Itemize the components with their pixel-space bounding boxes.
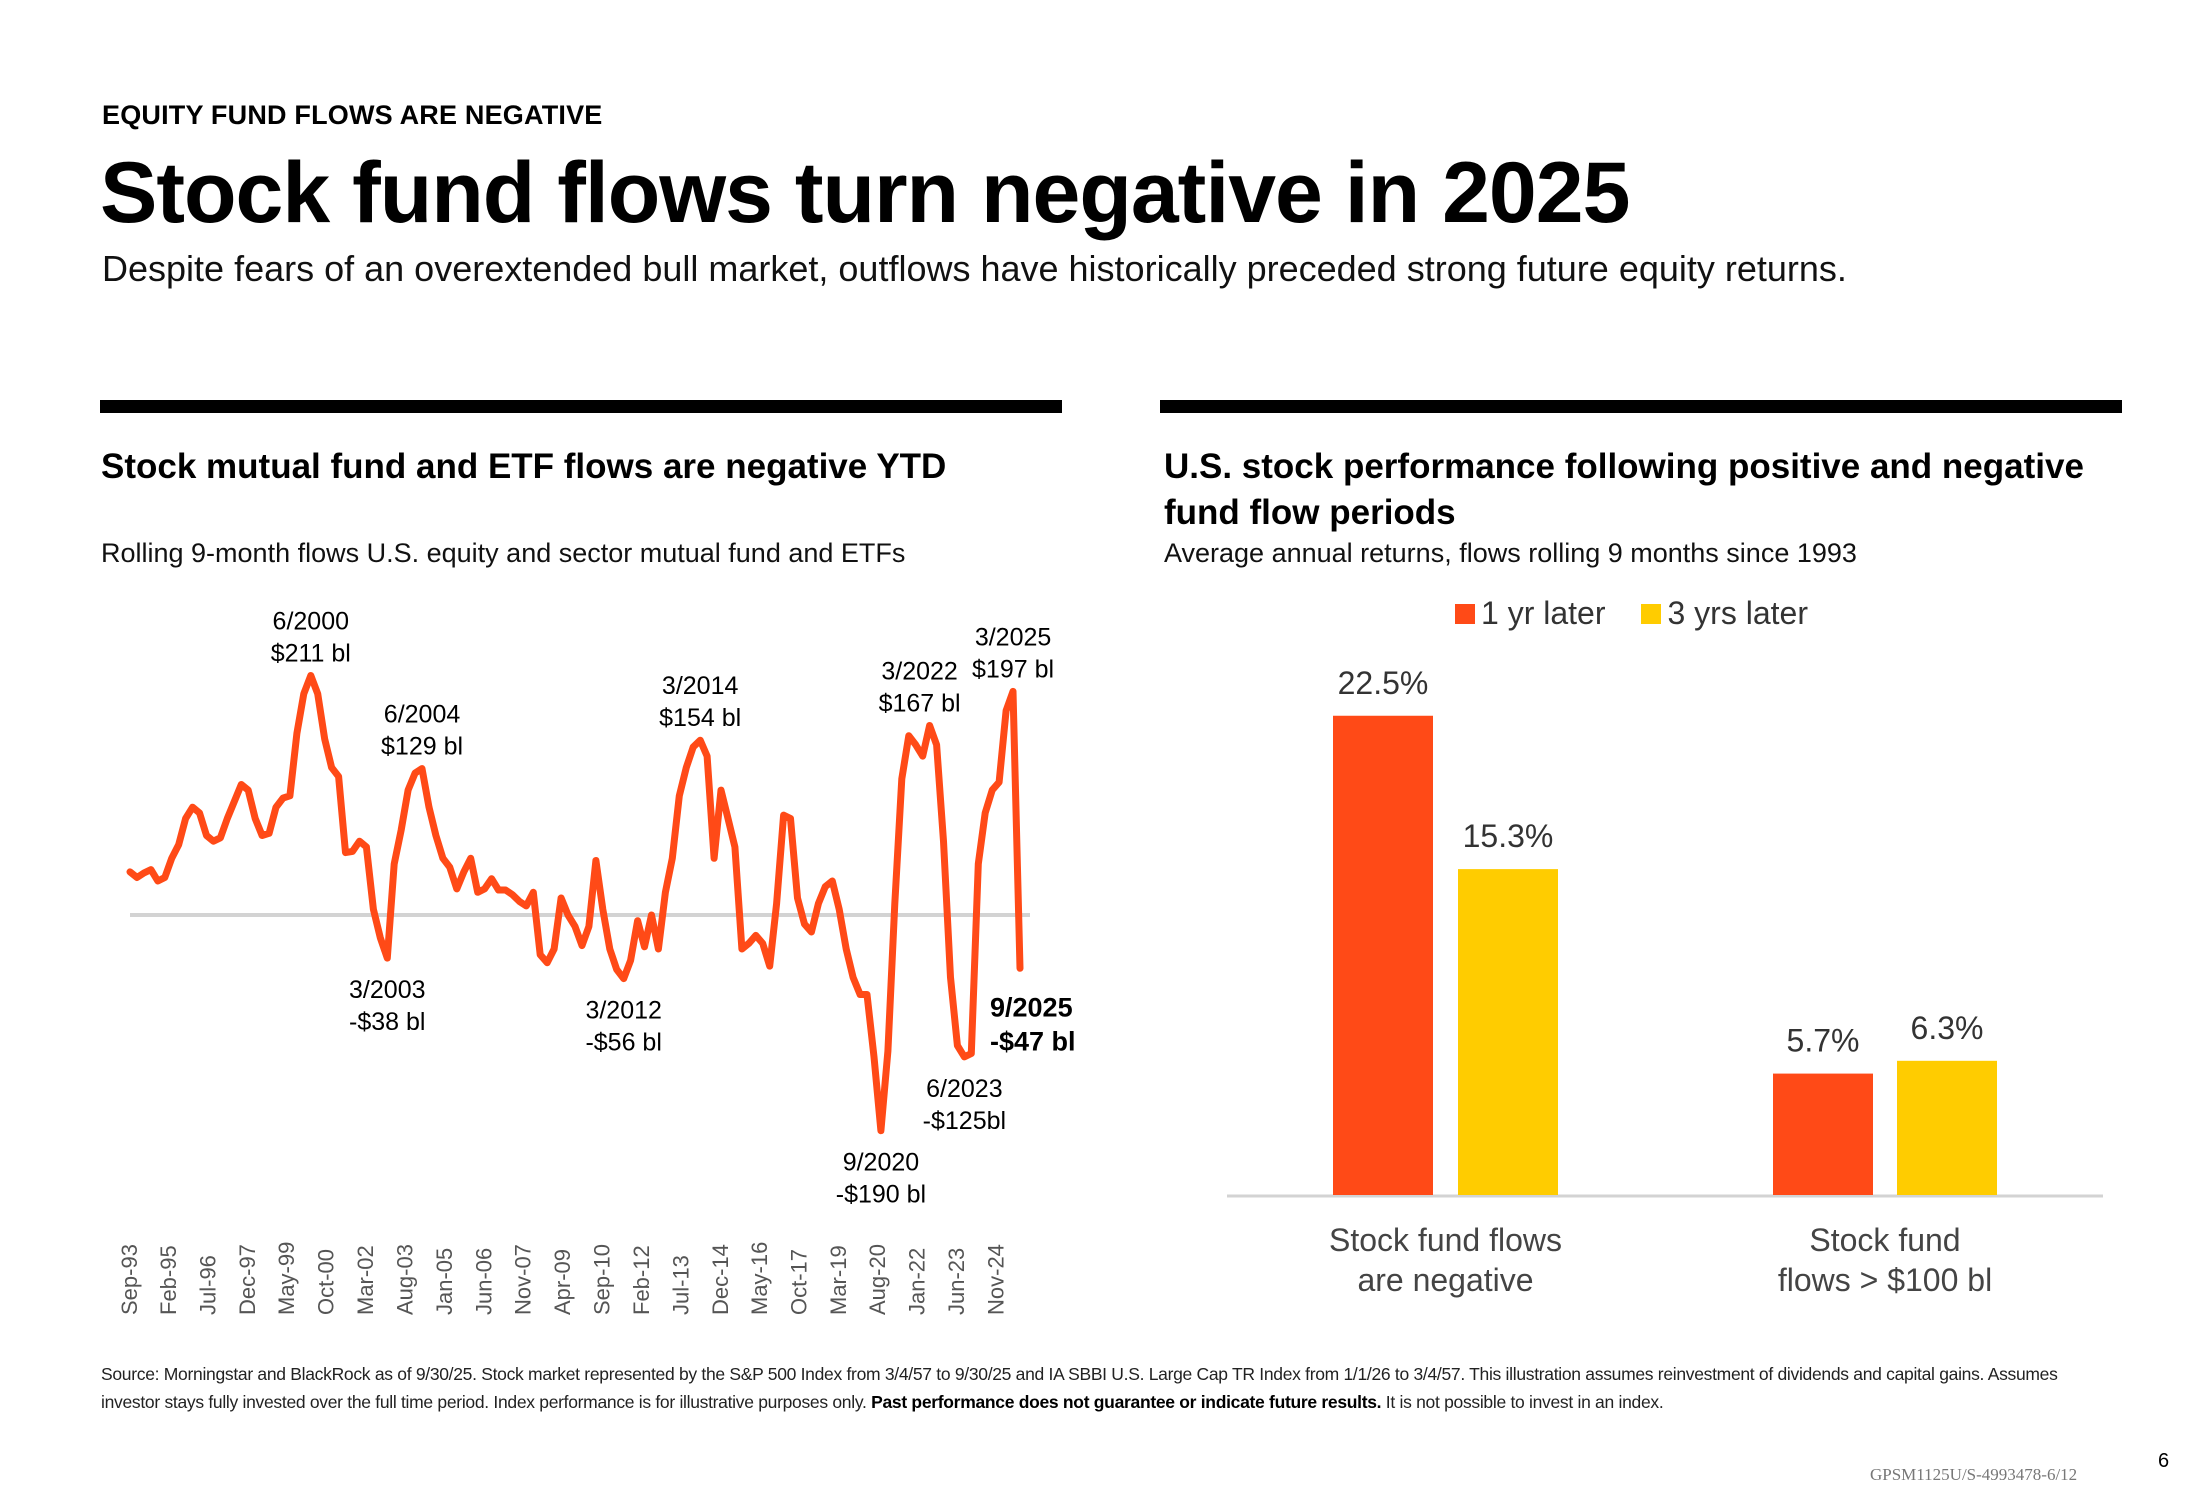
eyebrow-label: EQUITY FUND FLOWS ARE NEGATIVE bbox=[102, 100, 603, 130]
x-tick-label: Jul-96 bbox=[196, 1255, 221, 1315]
right-chart-title: U.S. stock performance following positiv… bbox=[1164, 447, 2084, 532]
x-tick-label: Jul-13 bbox=[668, 1255, 693, 1315]
x-tick-label: Jan-05 bbox=[432, 1248, 457, 1315]
annotation-value: -$38 bl bbox=[349, 1008, 425, 1036]
x-tick-label: Sep-93 bbox=[117, 1244, 142, 1315]
x-tick-label: Aug-20 bbox=[865, 1244, 890, 1315]
page-title: Stock fund flows turn negative in 2025 bbox=[100, 145, 1630, 241]
legend-label-1yr: 1 yr later bbox=[1481, 595, 1606, 631]
left-panel-rule bbox=[100, 400, 1062, 413]
x-tick-label: Nov-24 bbox=[983, 1244, 1008, 1315]
annotation-date: 3/2022 bbox=[881, 657, 957, 685]
x-tick-label: Dec-97 bbox=[235, 1244, 260, 1315]
annotation-date: 6/2000 bbox=[273, 608, 349, 636]
x-tick-label: Jun-06 bbox=[471, 1248, 496, 1315]
annotation-value: -$190 bl bbox=[836, 1181, 926, 1209]
left-chart-title: Stock mutual fund and ETF flows are nega… bbox=[101, 447, 947, 486]
legend-item-1yr: 1 yr later bbox=[1455, 595, 1605, 632]
annotation-value: $211 bl bbox=[271, 640, 351, 668]
document-id: GPSM1125U/S-4993478-6/12 bbox=[1870, 1465, 2078, 1484]
line-annotations: 6/2000$211 bl6/2004$129 bl3/2003-$38 bl 3… bbox=[271, 608, 1076, 1209]
legend-label-3yr: 3 yrs later bbox=[1667, 595, 1808, 631]
annotation-date: 6/2023 bbox=[926, 1075, 1002, 1103]
annotation-date: 3/2025 bbox=[975, 623, 1051, 651]
x-tick-label: Aug-03 bbox=[392, 1244, 417, 1315]
line-annotation: 3/2014 $154 bl bbox=[659, 672, 741, 732]
line-annotation: 6/2004 $129 bl bbox=[381, 701, 463, 761]
right-chart-subtitle: Average annual returns, flows rolling 9 … bbox=[1164, 538, 1857, 568]
annotation-value: $129 bl bbox=[381, 733, 463, 761]
x-tick-label: Feb-12 bbox=[629, 1245, 654, 1315]
source-outro: It is not possible to invest in an index… bbox=[1381, 1392, 1664, 1412]
line-annotation: 6/2023 -$125bl bbox=[923, 1075, 1006, 1135]
x-tick-label: Jun-23 bbox=[944, 1248, 969, 1315]
line-annotation: 3/2012 -$56 bl bbox=[585, 997, 661, 1057]
x-tick-label: Oct-17 bbox=[787, 1249, 812, 1315]
x-tick-label: Sep-10 bbox=[590, 1244, 615, 1315]
x-tick-label: Feb-95 bbox=[156, 1245, 181, 1315]
line-annotation: 3/2025 $197 bl bbox=[972, 623, 1054, 683]
annotation-value: -$47 bl bbox=[990, 1026, 1076, 1056]
annotation-date: 3/2003 bbox=[349, 976, 425, 1004]
source-note: Source: Morningstar and BlackRock as of … bbox=[101, 1360, 2101, 1416]
line-annotation: 3/2003 -$38 bl bbox=[349, 976, 425, 1036]
annotation-date: 3/2014 bbox=[662, 672, 739, 700]
source-intro: Source: Morningstar and BlackRock as of … bbox=[101, 1364, 2058, 1412]
x-tick-label: Apr-09 bbox=[550, 1249, 575, 1315]
line-annotation: 9/2025 -$47 bl bbox=[990, 992, 1076, 1056]
legend-swatch-1yr bbox=[1455, 603, 1475, 624]
x-tick-label: Oct-00 bbox=[314, 1249, 339, 1315]
legend-swatch-3yr bbox=[1641, 603, 1662, 624]
line-x-axis: Sep-93 Feb-95 Jul-96 Dec-97 May-99 Oct-00 Mar-… bbox=[117, 1242, 1009, 1315]
page-number: 6 bbox=[2158, 1450, 2170, 1472]
x-tick-label: Mar-19 bbox=[826, 1245, 851, 1315]
right-panel-rule bbox=[1160, 400, 2122, 413]
x-tick-label: May-16 bbox=[747, 1242, 772, 1315]
annotation-date: 3/2012 bbox=[585, 997, 661, 1025]
legend-item-3yr: 3 yrs later bbox=[1641, 595, 1808, 632]
line-annotation: 3/2022 $167 bl bbox=[879, 657, 961, 717]
flow-series-line bbox=[126, 672, 1024, 1135]
annotation-value: $167 bl bbox=[879, 689, 961, 717]
x-tick-label: Nov-07 bbox=[511, 1244, 536, 1315]
annotation-date: 9/2025 bbox=[990, 992, 1073, 1022]
bar-chart-legend: 1 yr later 3 yrs later bbox=[1455, 595, 1808, 632]
line-annotation: 9/2020 -$190 bl bbox=[836, 1149, 926, 1209]
page-subtitle: Despite fears of an overextended bull ma… bbox=[102, 248, 1847, 289]
x-tick-label: May-99 bbox=[274, 1242, 299, 1315]
left-chart-subtitle: Rolling 9-month flows U.S. equity and se… bbox=[101, 538, 906, 568]
x-tick-label: Jan-22 bbox=[905, 1248, 930, 1315]
annotation-value: -$125bl bbox=[923, 1107, 1006, 1135]
annotation-value: -$56 bl bbox=[585, 1029, 661, 1057]
annotation-value: $197 bl bbox=[972, 655, 1054, 683]
x-tick-label: Mar-02 bbox=[353, 1245, 378, 1315]
annotation-value: $154 bl bbox=[659, 704, 741, 732]
x-tick-label: Dec-14 bbox=[708, 1244, 733, 1315]
line-annotation: 6/2000 $211 bl bbox=[271, 608, 351, 668]
source-disclaimer-bold: Past performance does not guarantee or i… bbox=[871, 1392, 1382, 1412]
annotation-date: 9/2020 bbox=[843, 1149, 919, 1177]
annotation-date: 6/2004 bbox=[384, 701, 461, 729]
